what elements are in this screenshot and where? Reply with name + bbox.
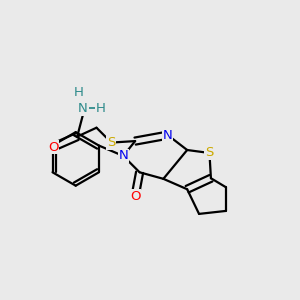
Text: N: N [78,102,88,115]
Text: N: N [163,129,173,142]
Text: S: S [107,136,116,149]
Text: N: N [118,149,128,162]
Text: H: H [96,102,106,115]
Text: O: O [48,140,59,154]
Text: O: O [130,190,140,202]
Text: S: S [205,146,214,160]
Text: H: H [74,85,84,98]
